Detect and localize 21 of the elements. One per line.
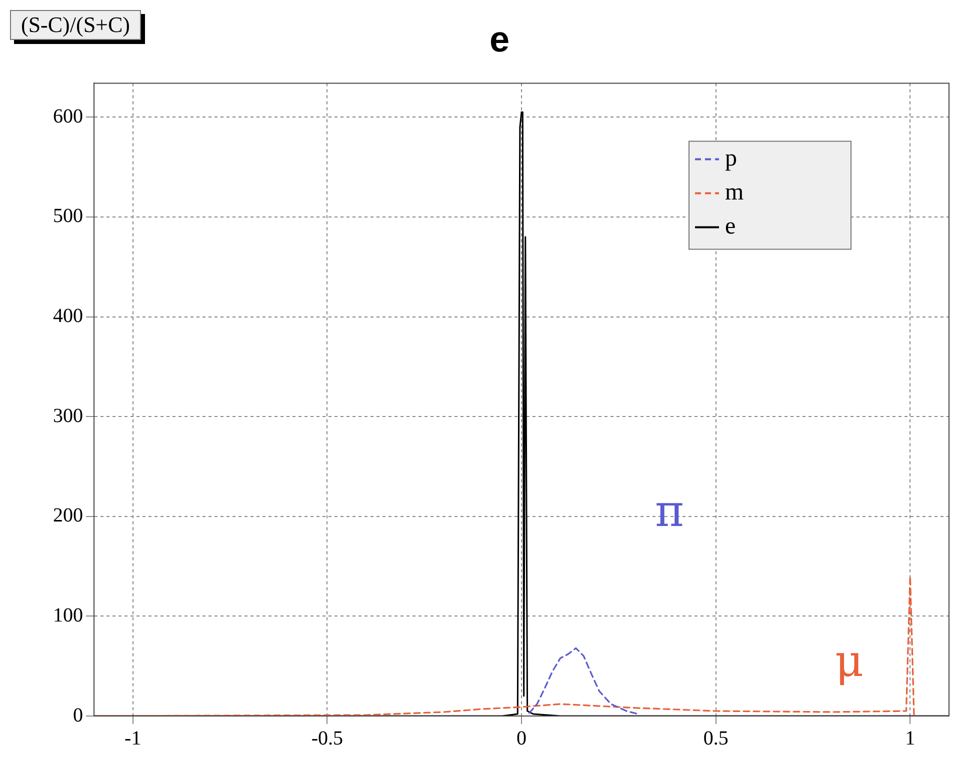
- y-tick-label: 600: [53, 105, 83, 128]
- annotation: μ: [835, 636, 864, 687]
- legend-label: e: [725, 213, 736, 240]
- legend-label: p: [725, 145, 737, 172]
- y-tick-label: 400: [53, 305, 83, 328]
- chart-title: e: [489, 18, 510, 60]
- line-series: [94, 575, 915, 716]
- y-tick-label: 100: [53, 604, 83, 626]
- y-tick-label: 500: [53, 205, 83, 228]
- annotation: π: [655, 486, 684, 537]
- text: (S-C)/(S+C): [10, 10, 141, 40]
- x-tick-label: 0: [516, 727, 526, 750]
- x-tick-label: -0.5: [311, 727, 344, 750]
- line-series: [528, 647, 639, 715]
- x-tick-label: 1: [905, 727, 916, 750]
- legend-label: m: [725, 179, 744, 206]
- y-tick-label: 0: [73, 704, 83, 726]
- y-tick-label: 200: [53, 504, 83, 527]
- x-tick-label: -1: [124, 727, 142, 750]
- x-tick-label: 0.5: [703, 727, 728, 750]
- y-tick-label: 300: [53, 404, 83, 427]
